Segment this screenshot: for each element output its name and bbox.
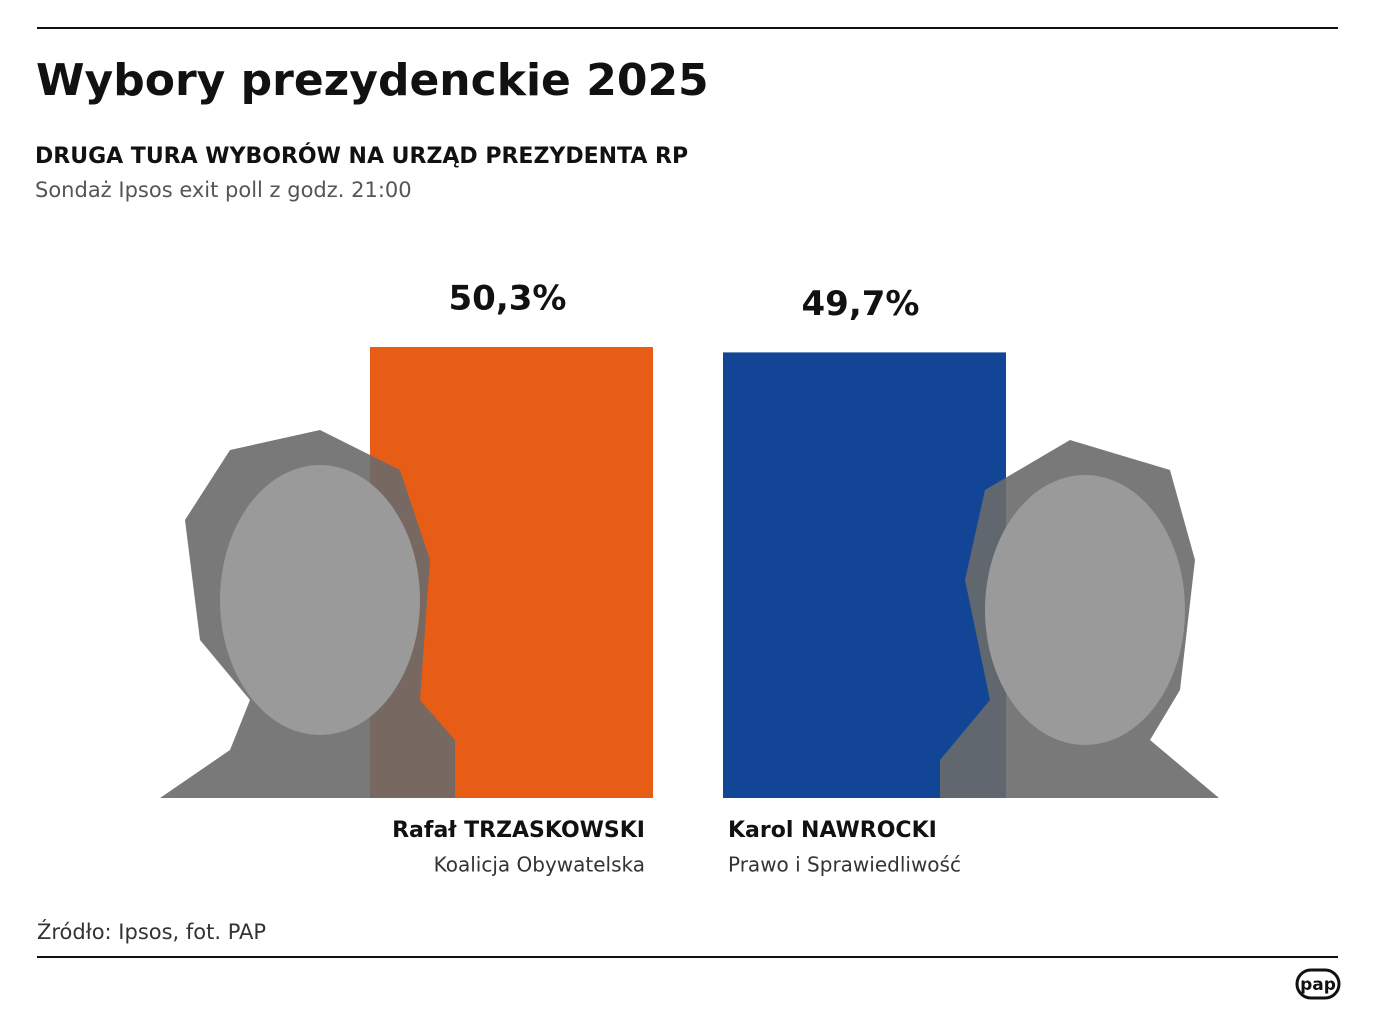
candidate-name: Rafał TRZASKOWSKI [392,818,645,843]
chart-subtitle: DRUGA TURA WYBORÓW NA URZĄD PREZYDENTA R… [35,143,688,169]
bar [723,352,1006,798]
value-label: 49,7% [802,284,920,324]
value-label: 50,3% [449,279,567,319]
party-name: Prawo i Sprawiedliwość [728,853,961,877]
face-right [985,475,1185,745]
logo: pap [1300,975,1336,995]
face-left [220,465,420,735]
logo-badge [1295,968,1341,1000]
chart-note: Sondaż Ipsos exit poll z godz. 21:00 [35,178,412,202]
source: Źródło: Ipsos, fot. PAP [37,919,266,944]
candidate-name: Karol NAWROCKI [728,818,937,843]
party-name: Koalicja Obywatelska [434,853,645,877]
labels: 50,3% Rafał TRZASKOWSKI Koalicja Obywatels… [392,279,961,877]
chart-title: Wybory prezydenckie 2025 [36,55,709,106]
portraits [160,430,1219,798]
